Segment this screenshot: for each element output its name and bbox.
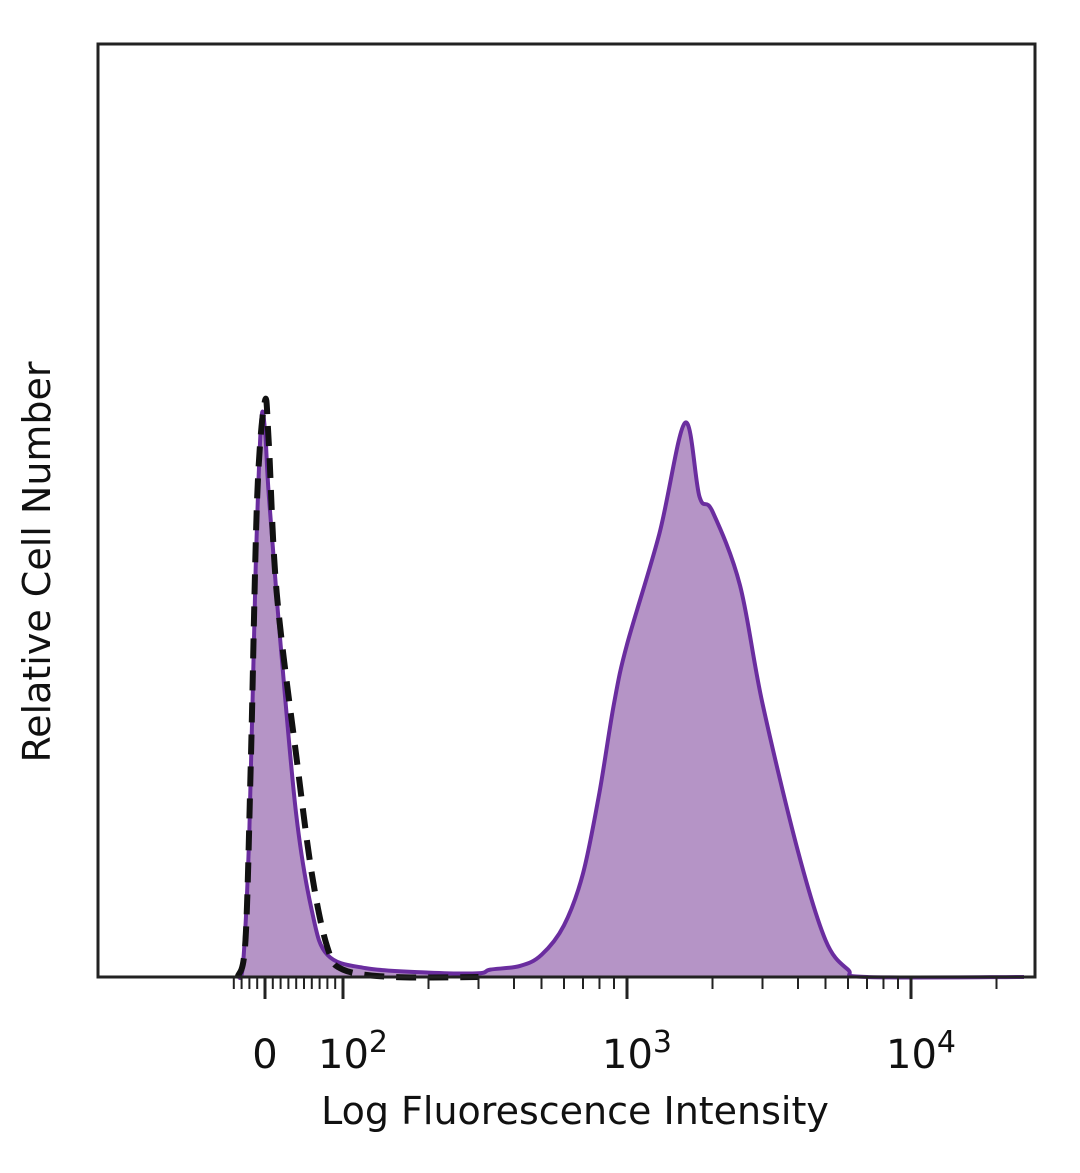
histogram-line-stained xyxy=(235,409,1025,980)
x-axis-tick-label: 0 xyxy=(252,1032,277,1078)
x-axis-tick-label: 104 xyxy=(886,1025,956,1078)
x-axis-tick-label: 102 xyxy=(318,1025,388,1078)
x-axis-tick-label: 103 xyxy=(602,1025,672,1078)
series-layer xyxy=(98,395,1035,981)
histogram-fill-stained xyxy=(237,411,1024,978)
histogram-line-isotype-control xyxy=(234,395,479,981)
x-axis-tick-labels: 0 102 103 104 xyxy=(252,1025,956,1078)
x-axis-label: Log Fluorescence Intensity xyxy=(321,1089,829,1133)
plot-frame xyxy=(96,42,1037,979)
x-axis-ticks xyxy=(232,977,998,999)
y-axis-label: Relative Cell Number xyxy=(15,361,59,762)
